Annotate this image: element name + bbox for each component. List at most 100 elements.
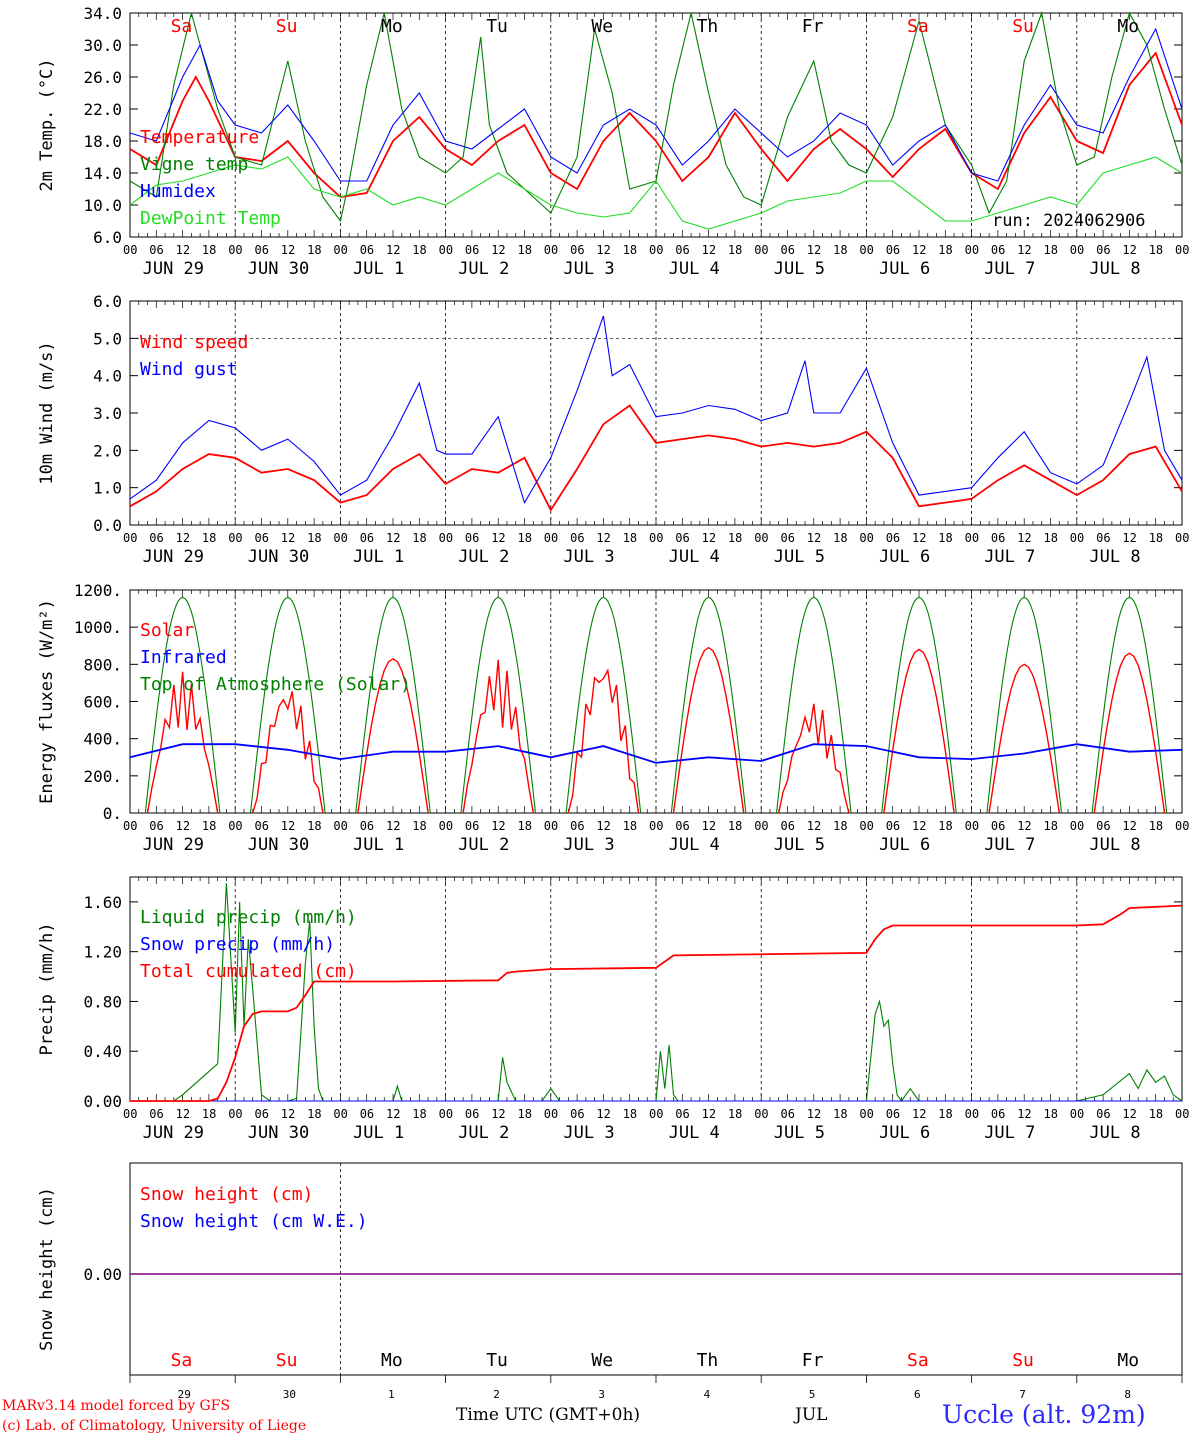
hour-label: 00 [1175,1107,1189,1121]
y-tick-label: 200. [83,767,122,786]
y-axis-label: 10m Wind (m/s) [37,341,57,484]
hour-label: 06 [886,819,900,833]
hour-label: 06 [149,243,163,257]
date-label: JUL 8 [1089,1123,1140,1143]
hour-label: 12 [491,243,505,257]
hour-label: 18 [833,819,847,833]
hour-label: 06 [991,243,1005,257]
series-solar [146,671,219,814]
hour-label: 12 [281,243,295,257]
day-of-week-label: We [591,1350,613,1371]
hour-label: 12 [1122,531,1136,545]
series-wind-gust [129,315,1183,504]
legend-entry: Total cumulated (cm) [140,961,357,982]
y-axis-label: Energy fluxes (W/m²) [37,599,57,804]
day-of-week-label: Fr [802,1350,824,1371]
hour-label: 06 [570,243,584,257]
hour-label: 12 [1017,243,1031,257]
hour-label: 12 [281,819,295,833]
day-number: 6 [914,1388,921,1401]
day-of-week-label: Mo [381,1350,403,1371]
hour-label: 12 [176,243,190,257]
legend-entry: Vigne temp [140,154,248,175]
hour-label: 18 [412,531,426,545]
hour-label: 00 [754,531,768,545]
hour-label: 06 [465,243,479,257]
hour-label: 00 [859,819,873,833]
series-top-of-atmosphere [1091,596,1168,814]
hour-label: 00 [439,243,453,257]
hour-label: 18 [202,243,216,257]
hour-label: 06 [255,819,269,833]
y-tick-label: 5.0 [93,329,122,348]
hour-label: 18 [307,1107,321,1121]
hour-label: 06 [465,1107,479,1121]
date-label: JUL 8 [1089,259,1140,279]
day-number: 5 [809,1388,816,1401]
series-solar [778,703,850,814]
hour-label: 00 [544,819,558,833]
panel-frame [129,300,1183,526]
hour-label: 18 [728,243,742,257]
day-of-week-label: Su [276,1350,298,1371]
hour-label: 00 [1070,1107,1084,1121]
hour-label: 00 [649,1107,663,1121]
hour-label: 00 [228,243,242,257]
hour-label: 18 [307,531,321,545]
legend-entry: Snow height (cm) [140,1184,313,1205]
day-of-week-label: Th [697,16,719,37]
day-of-week-label: Sa [907,16,929,37]
panel-frame [129,589,1183,814]
date-label: JUL 6 [879,1123,930,1143]
hour-label: 18 [518,243,532,257]
day-of-week-label: Su [1012,1350,1034,1371]
hour-label: 18 [1149,531,1163,545]
hour-label: 00 [228,531,242,545]
y-tick-label: 1000. [74,618,122,637]
hour-label: 18 [938,243,952,257]
date-label: JUL 3 [563,835,614,855]
day-number: 30 [283,1388,296,1401]
y-tick-label: 3.0 [93,404,122,423]
run-label: run: 2024062906 [992,211,1146,231]
hour-label: 18 [833,1107,847,1121]
hour-label: 00 [965,1107,979,1121]
series-solar [357,657,429,814]
series-top-of-atmosphere [249,596,326,814]
date-label: JUL 1 [353,835,404,855]
series-humidex [129,27,1183,182]
hour-label: 06 [991,1107,1005,1121]
hour-label: 18 [1044,819,1058,833]
series-top-of-atmosphere [460,596,537,814]
hour-label: 00 [1175,243,1189,257]
hour-label: 12 [491,1107,505,1121]
hour-label: 12 [912,819,926,833]
hour-label: 18 [623,531,637,545]
hour-label: 18 [833,531,847,545]
hour-label: 18 [1044,243,1058,257]
hour-label: 00 [123,1107,137,1121]
series-liquid-precip [130,883,1183,1102]
hour-label: 06 [570,1107,584,1121]
hour-label: 18 [202,1107,216,1121]
hour-label: 06 [991,531,1005,545]
series-total-cumulated [130,904,1183,1102]
legend-entry: Liquid precip (mm/h) [140,907,357,928]
hour-label: 12 [176,1107,190,1121]
hour-label: 00 [1175,531,1189,545]
hour-label: 06 [1096,243,1110,257]
hour-label: 06 [465,531,479,545]
hour-label: 12 [596,819,610,833]
day-number: 3 [598,1388,605,1401]
hour-label: 00 [228,1107,242,1121]
y-tick-label: 0.40 [83,1042,122,1061]
hour-label: 06 [570,531,584,545]
series-solar [1093,652,1166,814]
hour-label: 18 [623,1107,637,1121]
hour-label: 12 [386,243,400,257]
hour-label: 06 [360,1107,374,1121]
hour-label: 06 [991,819,1005,833]
hour-label: 12 [491,819,505,833]
hour-label: 00 [1070,531,1084,545]
hour-label: 06 [781,531,795,545]
